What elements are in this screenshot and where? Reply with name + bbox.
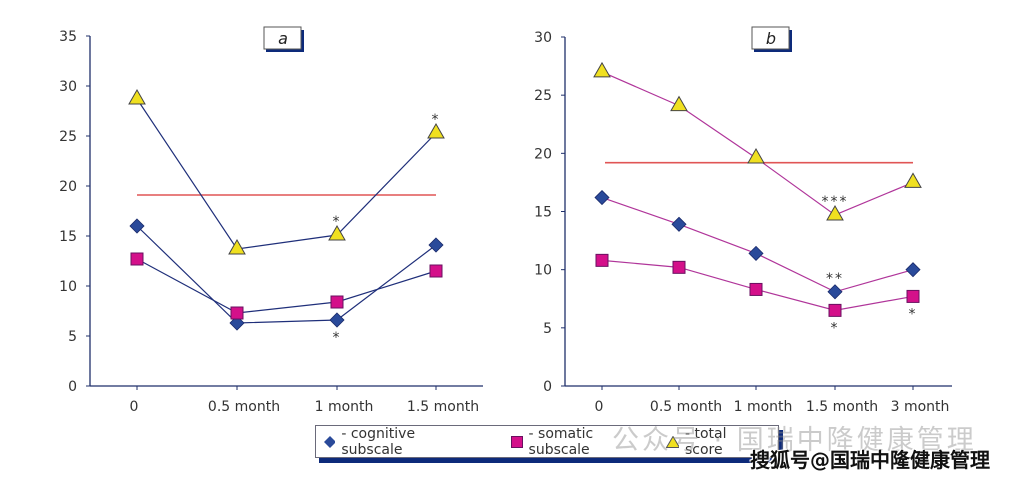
watermark-bold: 搜狐号@国瑞中隆健康管理 bbox=[750, 448, 990, 472]
triangle-icon bbox=[665, 435, 679, 448]
x-tick-label: 0 bbox=[595, 399, 604, 415]
data-point-triangle bbox=[826, 204, 844, 221]
x-tick-label: 1 month bbox=[734, 399, 793, 415]
y-tick-label: 35 bbox=[59, 29, 77, 45]
x-tick-label: 1.5 month bbox=[407, 399, 479, 415]
y-tick-label: 5 bbox=[543, 321, 552, 337]
series-line-square bbox=[136, 258, 437, 314]
significance-marker: * bbox=[333, 330, 342, 346]
x-tick-label: 0 bbox=[130, 399, 139, 415]
data-point-square bbox=[230, 306, 244, 320]
series-line-triangle bbox=[136, 98, 437, 250]
y-tick-label: 15 bbox=[534, 205, 552, 221]
x-tick-label: 1.5 month bbox=[806, 399, 878, 415]
y-tick-label: 25 bbox=[59, 129, 77, 145]
x-tick-label: 0.5 month bbox=[650, 399, 722, 415]
chart-title: a bbox=[278, 29, 288, 48]
diamond-icon bbox=[324, 435, 336, 448]
x-tick-label: 1 month bbox=[315, 399, 374, 415]
data-point-square bbox=[749, 282, 763, 296]
data-point-square bbox=[906, 289, 920, 303]
data-point-triangle bbox=[228, 238, 246, 255]
series-line-diamond bbox=[136, 225, 437, 324]
legend-item-total: - total score bbox=[665, 425, 764, 458]
legend-label-somatic: - somatic subscale bbox=[528, 425, 594, 458]
watermark-faint: 公众号 · 国瑞中降健康管理 bbox=[612, 425, 977, 456]
y-tick-label: 25 bbox=[534, 88, 552, 104]
significance-marker: * bbox=[333, 214, 342, 230]
x-tick-label: 0.5 month bbox=[208, 399, 280, 415]
y-tick-label: 10 bbox=[59, 279, 77, 295]
y-tick-label: 15 bbox=[59, 229, 77, 245]
square-icon bbox=[511, 435, 523, 448]
chart-title: b bbox=[766, 29, 776, 48]
y-tick-label: 0 bbox=[543, 379, 552, 395]
data-point-square bbox=[429, 264, 443, 278]
title-box-frame bbox=[751, 26, 790, 50]
data-point-triangle bbox=[427, 122, 445, 139]
data-point-square bbox=[330, 295, 344, 309]
data-point-diamond bbox=[748, 245, 764, 261]
data-point-triangle bbox=[128, 88, 146, 105]
significance-marker: *** bbox=[822, 194, 849, 210]
y-tick-label: 30 bbox=[534, 30, 552, 46]
legend-item-somatic: - somatic subscale bbox=[511, 426, 652, 458]
y-tick-label: 20 bbox=[534, 146, 552, 162]
y-tick-label: 10 bbox=[534, 263, 552, 279]
data-point-diamond bbox=[329, 312, 345, 328]
legend-label-cognitive: - cognitive subscale bbox=[341, 425, 416, 458]
y-tick-label: 30 bbox=[59, 79, 77, 95]
data-point-square bbox=[595, 253, 609, 267]
chart-title-box: b bbox=[751, 26, 792, 52]
legend: - cognitive subscale - somatic subscale … bbox=[315, 425, 779, 458]
y-tick-label: 0 bbox=[68, 379, 77, 395]
data-point-diamond bbox=[594, 189, 610, 206]
x-tick-label: 3 month bbox=[891, 399, 950, 415]
legend-item-cognitive: - cognitive subscale bbox=[324, 426, 473, 458]
y-tick-label: 20 bbox=[59, 179, 77, 195]
significance-marker: * bbox=[432, 112, 441, 128]
series-line-diamond bbox=[601, 196, 914, 293]
chart-b: 0 5 10 15 20 25 30 0 0.5 month 1 month 1.5 month 3 … bbox=[534, 26, 952, 415]
data-point-square bbox=[130, 252, 144, 266]
data-point-diamond bbox=[428, 237, 444, 253]
data-point-square bbox=[672, 260, 686, 274]
series-line-triangle bbox=[601, 71, 914, 216]
significance-marker: ** bbox=[826, 271, 844, 287]
chart-title-box: a bbox=[263, 26, 304, 52]
significance-marker: * bbox=[831, 320, 840, 336]
data-point-diamond bbox=[129, 218, 145, 234]
legend-label-total: - total score bbox=[684, 425, 727, 458]
significance-marker: * bbox=[909, 306, 918, 322]
data-point-triangle bbox=[593, 61, 611, 78]
data-point-triangle bbox=[328, 224, 346, 241]
data-point-diamond bbox=[671, 216, 687, 232]
data-point-diamond bbox=[905, 262, 921, 278]
y-tick-label: 5 bbox=[68, 329, 77, 345]
data-point-diamond bbox=[827, 284, 843, 300]
title-box-frame bbox=[263, 26, 302, 50]
data-point-square bbox=[828, 303, 842, 317]
chart-a: 0 5 10 15 20 25 30 35 0 0.5 month 1 month 1.5 month… bbox=[59, 26, 483, 415]
data-point-triangle bbox=[670, 95, 688, 112]
data-point-triangle bbox=[904, 172, 922, 188]
data-point-triangle bbox=[747, 147, 765, 164]
